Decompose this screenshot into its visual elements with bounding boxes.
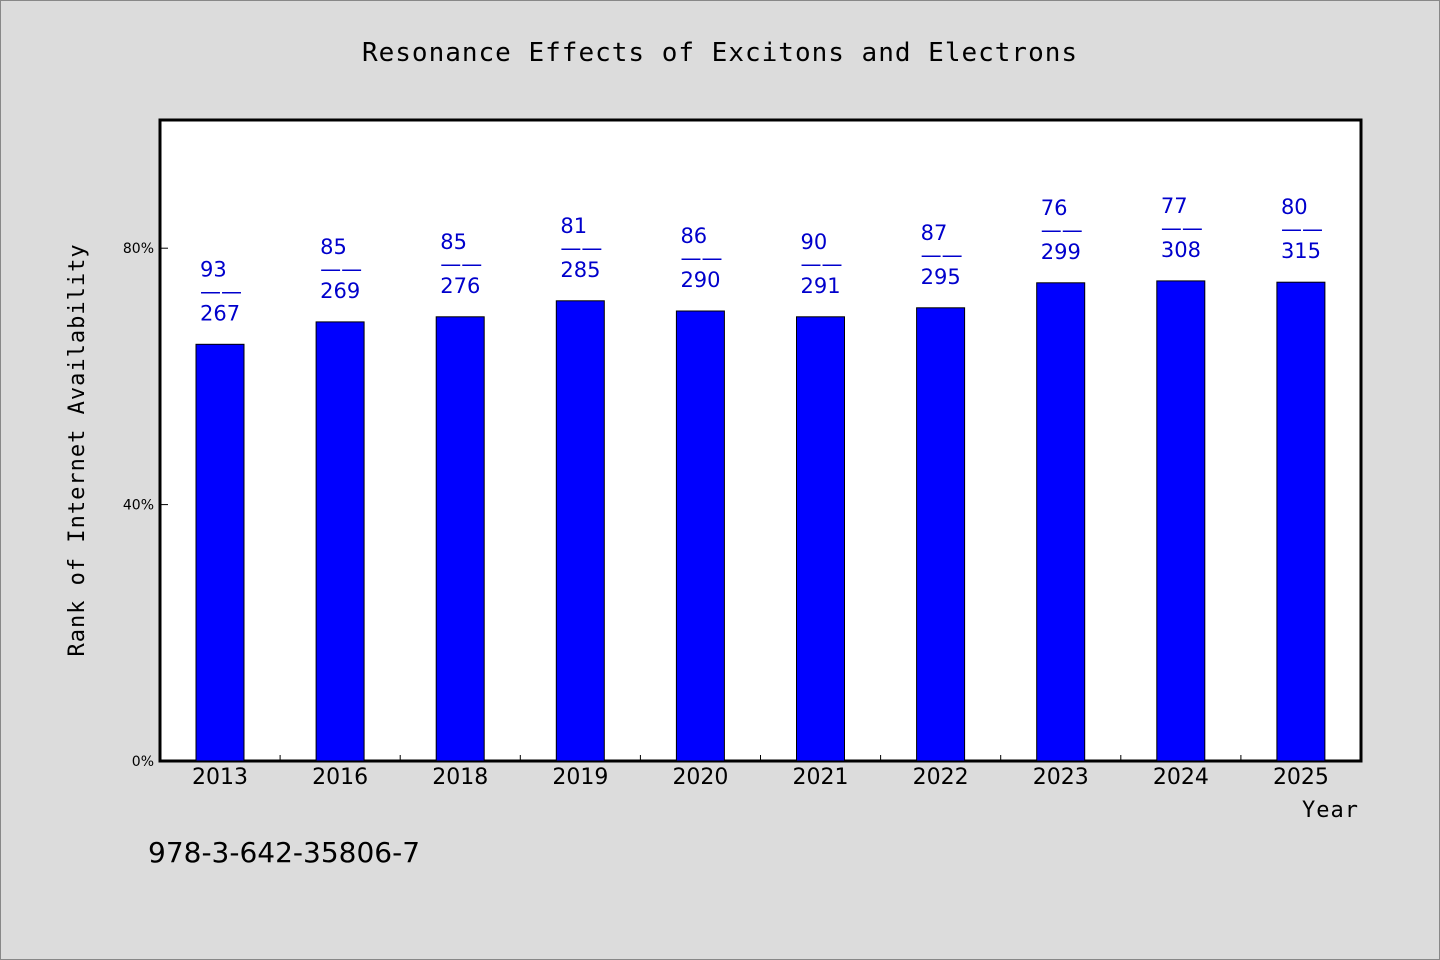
data-label-numerator-2019: 81 [560, 214, 587, 238]
x-tick-label-2016: 2016 [312, 765, 368, 790]
x-tick-label-2013: 2013 [192, 765, 248, 790]
data-label-numerator-2023: 76 [1041, 196, 1068, 220]
bar-2018 [435, 316, 485, 762]
y-axis-ticks: 0% 40% 80% [123, 241, 168, 770]
data-label-denominator-2021: 291 [801, 274, 841, 298]
x-axis-label: Year [1302, 798, 1359, 823]
data-labels: 93——26785——26985——27681——28586——29090——2… [200, 194, 1323, 325]
data-label-separator-2018: —— [440, 252, 482, 276]
data-label-numerator-2013: 93 [200, 257, 227, 281]
data-label-separator-2020: —— [680, 246, 722, 270]
bar-2020 [675, 310, 725, 762]
data-label-separator-2022: —— [921, 243, 963, 267]
x-tick-label-2021: 2021 [793, 765, 849, 790]
x-axis-ticks: 2013 2016 2018 2019 2020 2021 2022 2023 2024 2025 [192, 755, 1329, 790]
data-label-denominator-2020: 290 [680, 268, 720, 292]
data-label-numerator-2016: 85 [320, 235, 347, 259]
data-label-separator-2019: —— [560, 236, 602, 260]
bar-2019 [555, 300, 605, 762]
data-label-separator-2021: —— [801, 252, 843, 276]
bar-series [195, 280, 1326, 762]
data-label-separator-2024: —— [1161, 216, 1203, 240]
data-label-denominator-2025: 315 [1281, 239, 1321, 263]
data-label-numerator-2025: 80 [1281, 195, 1308, 219]
y-tick-label-0: 0% [132, 754, 154, 770]
data-label-denominator-2016: 269 [320, 279, 360, 303]
data-label-numerator-2022: 87 [921, 221, 948, 245]
bar-2024 [1156, 280, 1206, 762]
x-tick-label-2023: 2023 [1033, 765, 1089, 790]
data-label-numerator-2021: 90 [801, 230, 828, 254]
data-label-denominator-2018: 276 [440, 274, 480, 298]
data-label-numerator-2018: 85 [440, 230, 467, 254]
data-label-denominator-2019: 285 [560, 258, 600, 282]
data-label-denominator-2023: 299 [1041, 240, 1081, 264]
y-tick-label-80: 80% [123, 241, 154, 257]
bar-2016 [315, 321, 365, 762]
x-tick-label-2018: 2018 [432, 765, 488, 790]
x-tick-label-2020: 2020 [672, 765, 728, 790]
data-label-numerator-2024: 77 [1161, 194, 1188, 218]
x-tick-label-2019: 2019 [552, 765, 608, 790]
isbn-footnote: 978-3-642-35806-7 [148, 836, 420, 869]
y-axis-label: Rank of Internet Availability [65, 243, 90, 656]
data-label-numerator-2020: 86 [680, 224, 707, 248]
data-label-separator-2025: —— [1281, 217, 1323, 241]
data-label-denominator-2024: 308 [1161, 238, 1201, 262]
data-label-denominator-2022: 295 [921, 265, 961, 289]
chart-title: Resonance Effects of Excitons and Electr… [362, 38, 1078, 68]
x-tick-label-2024: 2024 [1153, 765, 1209, 790]
data-label-separator-2023: —— [1041, 218, 1083, 242]
bar-2013 [195, 343, 245, 762]
bar-2022 [916, 307, 966, 762]
data-label-denominator-2013: 267 [200, 301, 240, 325]
x-tick-label-2025: 2025 [1273, 765, 1329, 790]
y-tick-label-40: 40% [123, 498, 154, 514]
bar-2021 [796, 316, 845, 762]
data-label-separator-2013: —— [200, 279, 242, 303]
x-tick-label-2022: 2022 [913, 765, 969, 790]
data-label-separator-2016: —— [320, 257, 362, 281]
bar-2023 [1036, 282, 1086, 762]
bar-2025 [1276, 281, 1326, 762]
